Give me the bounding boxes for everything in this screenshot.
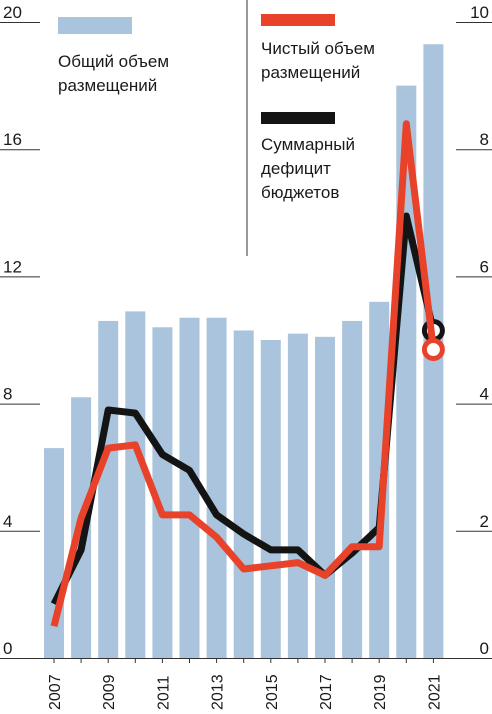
y-right-tick-label: 4: [480, 385, 489, 404]
bar-2015: [260, 340, 281, 658]
legend-label-deficit-line1: Суммарный: [261, 135, 355, 154]
bar-2018: [342, 320, 363, 658]
bar-2013: [206, 317, 227, 658]
y-right-tick-label: 10: [470, 3, 489, 22]
x-tick-label: 2009: [101, 674, 118, 710]
legend-swatch-deficit: [261, 112, 335, 124]
bar-2007: [44, 448, 64, 658]
bar-2012: [179, 317, 200, 658]
bar-2017: [315, 336, 335, 658]
bar-2014: [233, 330, 254, 658]
bar-2019: [369, 301, 390, 658]
y-right-tick-label: 2: [480, 512, 489, 531]
y-left-tick-label: 0: [3, 639, 12, 658]
y-left-tick-label: 12: [3, 257, 22, 276]
end-marker-net: [421, 338, 445, 362]
line-series: [50, 120, 445, 628]
legend-label-total-line1: Общий объем: [58, 52, 169, 71]
x-tick-label: 2015: [264, 674, 281, 710]
bar-2011: [152, 327, 173, 658]
x-tick-label: 2007: [47, 674, 64, 710]
legend: Общий объем размещений Чистый объем разм…: [58, 0, 375, 256]
y-left-tick-label: 8: [3, 385, 12, 404]
legend-label-net-line1: Чистый объем: [261, 39, 375, 58]
x-tick-label: 2017: [318, 674, 335, 710]
x-tick-label: 2013: [210, 674, 227, 710]
legend-label-net-line2: размещений: [261, 63, 360, 82]
x-tick-label: 2011: [155, 675, 172, 710]
legend-label-deficit-line2: дефицит: [261, 159, 331, 178]
y-right-tick-label: 8: [480, 130, 489, 149]
y-left-tick-label: 16: [3, 130, 22, 149]
legend-swatch-total: [58, 17, 132, 34]
x-tick-label: 2019: [372, 674, 389, 710]
legend-swatch-net: [261, 14, 335, 26]
axes: 0 4 8 12 16 20 0 2 4 6 8 10 2007 2009 2011 2013 2015 2017…: [0, 3, 492, 710]
legend-label-deficit-line3: бюджетов: [261, 183, 339, 202]
y-left-tick-label: 4: [3, 512, 12, 531]
y-right-tick-label: 6: [480, 257, 489, 276]
x-tick-label: 2021: [426, 674, 443, 710]
y-right-tick-label: 0: [480, 639, 489, 658]
y-left-tick-label: 20: [3, 3, 22, 22]
bar-series: [44, 44, 444, 659]
bar-2016: [287, 333, 308, 658]
legend-label-total-line2: размещений: [58, 76, 157, 95]
bar-2009: [98, 320, 119, 658]
bar-2010: [125, 311, 146, 658]
